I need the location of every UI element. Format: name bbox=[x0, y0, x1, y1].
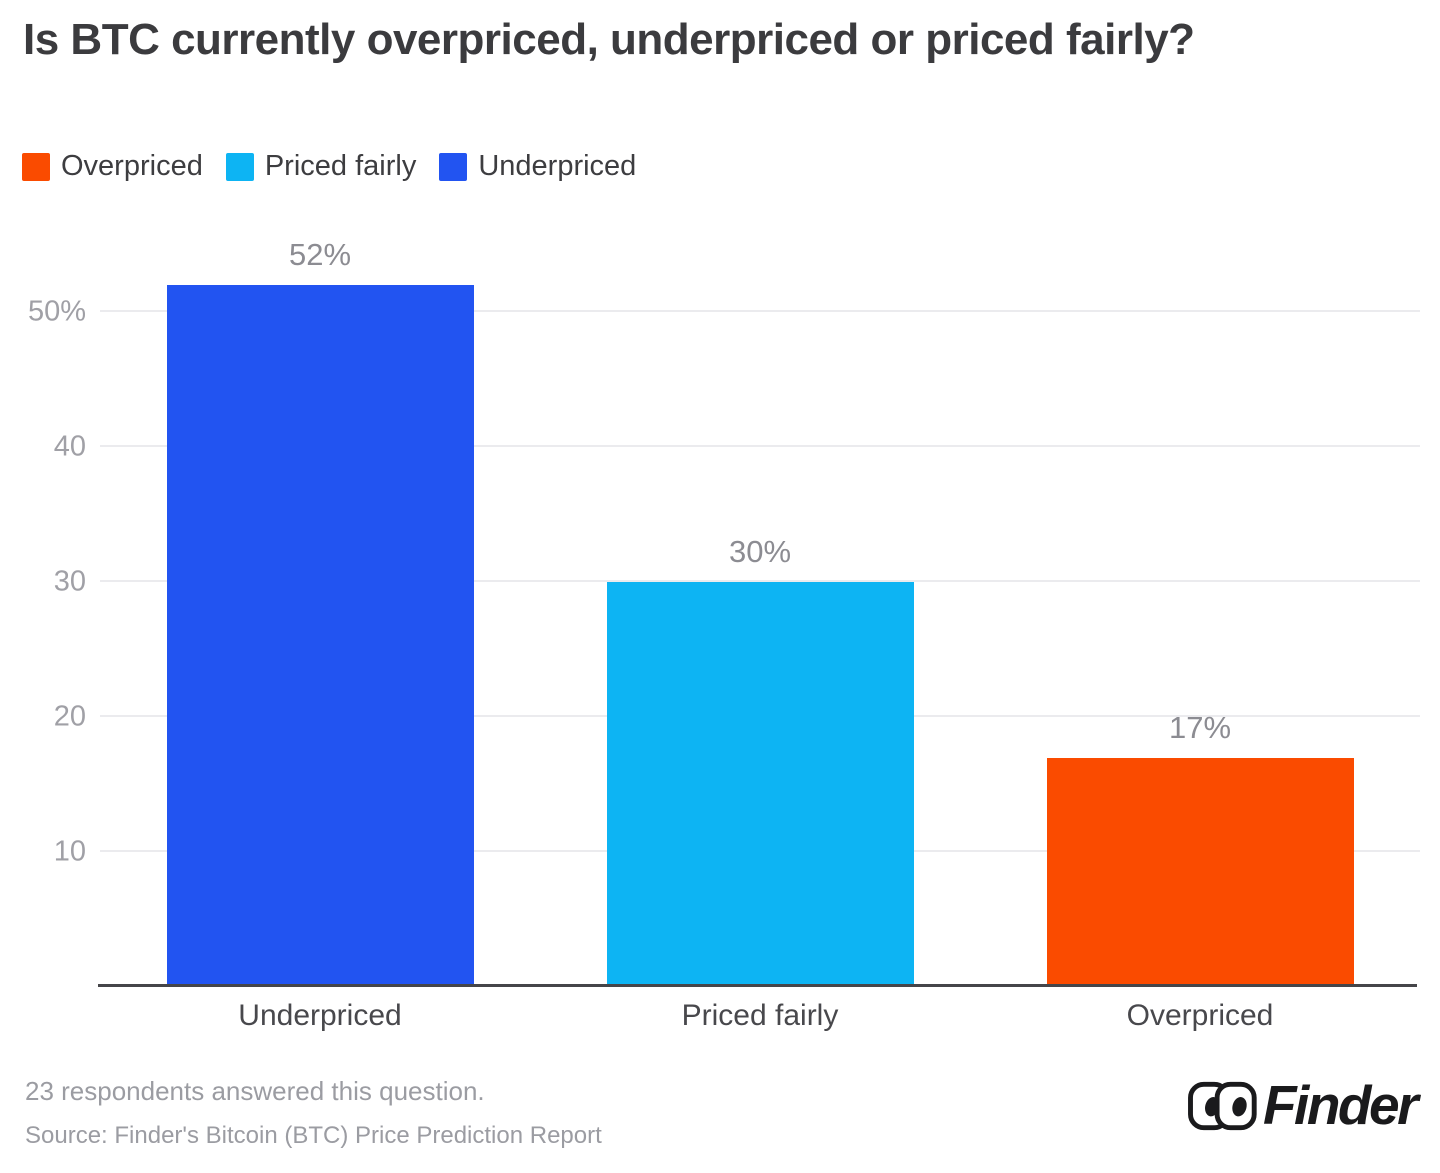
bar-overpriced bbox=[1046, 757, 1354, 987]
legend-swatch-icon bbox=[22, 152, 50, 181]
respondents-note: 23 respondents answered this question. bbox=[25, 1076, 485, 1106]
x-axis-line bbox=[98, 984, 1417, 987]
y-tick-label: 40 bbox=[53, 430, 86, 463]
legend-swatch-icon bbox=[439, 152, 468, 181]
bar-value-label: 30% bbox=[728, 534, 792, 569]
legend-item-0: Overpriced bbox=[22, 150, 203, 183]
chart-title: Is BTC currently overpriced, underpriced… bbox=[23, 15, 1195, 64]
legend-label: Priced fairly bbox=[264, 150, 417, 182]
y-tick-label: 10 bbox=[53, 835, 86, 868]
finder-goggles-icon bbox=[1187, 1081, 1257, 1130]
legend-label: Overpriced bbox=[61, 150, 203, 182]
legend-item-1: Priced fairly bbox=[225, 150, 417, 183]
bar-value-label: 17% bbox=[1168, 709, 1232, 745]
x-axis-label: Priced fairly bbox=[681, 999, 839, 1032]
legend-swatch-icon bbox=[225, 152, 254, 181]
legend-item-2: Underpriced bbox=[439, 150, 636, 183]
y-tick-label: 50% bbox=[27, 295, 86, 328]
bar-value-label: 52% bbox=[288, 237, 352, 272]
finder-wordmark: Finder bbox=[1262, 1074, 1419, 1136]
footer: 23 respondents answered this question. S… bbox=[25, 1074, 1419, 1150]
footer-notes: 23 respondents answered this question. S… bbox=[25, 1076, 602, 1150]
plot-area: 10 20 30 40 50% 52% Underpriced 30% Priced fairl… bbox=[28, 237, 1420, 1031]
bar-underpriced bbox=[166, 285, 474, 987]
gridline bbox=[100, 580, 1420, 582]
y-tick-label: 20 bbox=[53, 700, 86, 733]
x-axis-label: Underpriced bbox=[238, 999, 402, 1032]
gridline bbox=[100, 310, 1420, 312]
source-note: Source: Finder's Bitcoin (BTC) Price Pre… bbox=[25, 1122, 602, 1149]
legend-label: Underpriced bbox=[478, 150, 637, 182]
x-axis-label: Overpriced bbox=[1126, 999, 1274, 1032]
gridline bbox=[100, 445, 1420, 447]
legend: Overpriced Priced fairly Underpriced bbox=[22, 150, 636, 183]
bar-priced-fairly bbox=[606, 582, 914, 987]
finder-logo: Finder bbox=[1187, 1074, 1419, 1136]
y-tick-label: 30 bbox=[53, 565, 86, 598]
